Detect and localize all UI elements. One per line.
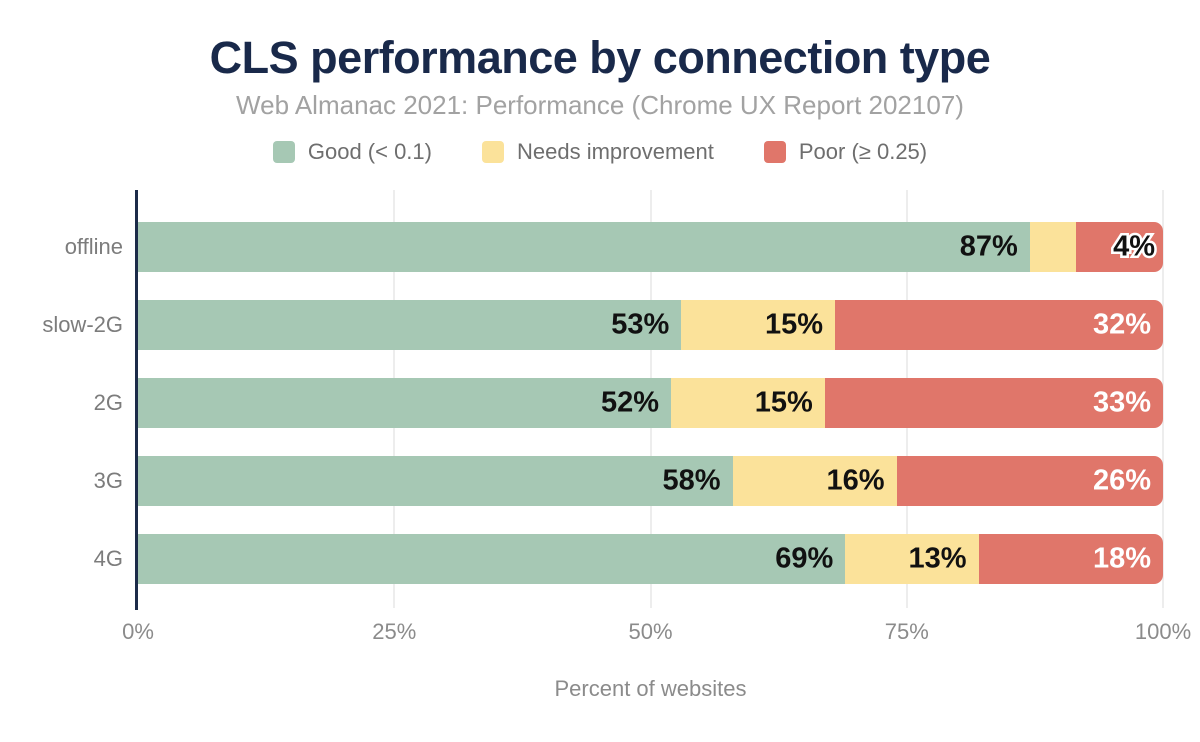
- poor-legend-swatch-icon: [763, 141, 786, 163]
- bar-segment-label: 15%: [764, 308, 823, 341]
- legend-item-needs-improvement: Needs improvement: [482, 139, 714, 165]
- legend-label-good: Good (< 0.1): [307, 139, 432, 164]
- bar-segment-needs_improvement: 16%: [732, 456, 897, 506]
- legend-item-good: Good (< 0.1): [272, 139, 432, 165]
- bar-segment-good: 87%: [138, 222, 1030, 272]
- legend-label-poor: Poor (≥ 0.25): [798, 139, 928, 164]
- good-legend-swatch-icon: [272, 141, 295, 163]
- bar-segment-needs_improvement: [1029, 222, 1076, 272]
- x-axis-tick-label: 25%: [372, 619, 417, 644]
- needs-improvement-legend-swatch-icon: [482, 141, 504, 163]
- bar-segment-good: 53%: [138, 300, 682, 350]
- bar-segment-label: 69%: [775, 542, 834, 575]
- bar-segment-label: 4%: [1111, 228, 1158, 265]
- bar-segment-label: 33%: [1092, 386, 1151, 419]
- x-axis-tick-label: 50%: [628, 619, 673, 644]
- legend-item-poor: Poor (≥ 0.25): [763, 139, 928, 165]
- y-axis-label: 2G: [93, 390, 123, 415]
- bar-segment-label: 26%: [1092, 464, 1151, 497]
- bar-segment-label: 53%: [611, 308, 670, 341]
- gridline: [1162, 190, 1164, 608]
- bar-segment-label: 58%: [662, 464, 721, 497]
- bar-segment-poor: 33%: [824, 378, 1163, 428]
- bar-row: offline 87% 4%: [65, 222, 1163, 272]
- chart-subtitle: Web Almanac 2021: Performance (Chrome UX…: [236, 90, 964, 120]
- chart-title: CLS performance by connection type: [209, 32, 991, 83]
- bar-segment-label: 15%: [754, 386, 813, 419]
- bar-segment-poor: 26%: [896, 456, 1163, 506]
- bar-segment-label: 87%: [959, 230, 1018, 263]
- bar-segment-poor: 32%: [835, 300, 1163, 350]
- x-axis-title: Percent of websites: [554, 676, 747, 701]
- bar-segment-good: 58%: [138, 456, 733, 506]
- bar-row: 4G 69% 13% 18%: [94, 534, 1163, 584]
- bar-segment-poor: 18%: [978, 534, 1163, 584]
- bar-segment-label: 13%: [908, 542, 967, 575]
- bar-row: slow-2G 53% 15% 32%: [42, 300, 1163, 350]
- x-axis-tick-label: 0%: [122, 619, 154, 644]
- bar-segment-good: 52%: [138, 378, 671, 428]
- x-axis-tick-label: 100%: [1134, 619, 1192, 644]
- x-axis-tick-label: 75%: [884, 619, 929, 644]
- bar-segment-label: 18%: [1092, 542, 1151, 575]
- bar-segment-poor: 4%: [1075, 222, 1163, 272]
- bar-segment-needs_improvement: 15%: [671, 378, 825, 428]
- y-axis-label: 3G: [93, 468, 123, 493]
- y-axis-label: slow-2G: [42, 312, 123, 337]
- y-axis-label: 4G: [93, 546, 123, 571]
- bar-segment-label: 32%: [1092, 308, 1151, 341]
- bar-segment-label: 52%: [600, 386, 659, 419]
- legend: Good (< 0.1) Needs improvement Poor (≥ 0…: [0, 139, 1200, 165]
- bar-segment-needs_improvement: 13%: [845, 534, 979, 584]
- legend-label-needs-improvement: Needs improvement: [517, 139, 714, 164]
- bar-segment-needs_improvement: 15%: [681, 300, 835, 350]
- bar-segment-good: 69%: [138, 534, 846, 584]
- bar-segment-label: 16%: [826, 464, 885, 497]
- y-axis-label: offline: [64, 234, 123, 259]
- bar-row: 3G 58% 16% 26%: [94, 456, 1163, 506]
- bar-row: 2G 52% 15% 33%: [94, 378, 1163, 428]
- y-axis-line: [135, 190, 138, 610]
- plot-area: 0% 25% 50% 75% 100% offline 87% 4% slow-2G 53% 15%…: [42, 190, 1191, 644]
